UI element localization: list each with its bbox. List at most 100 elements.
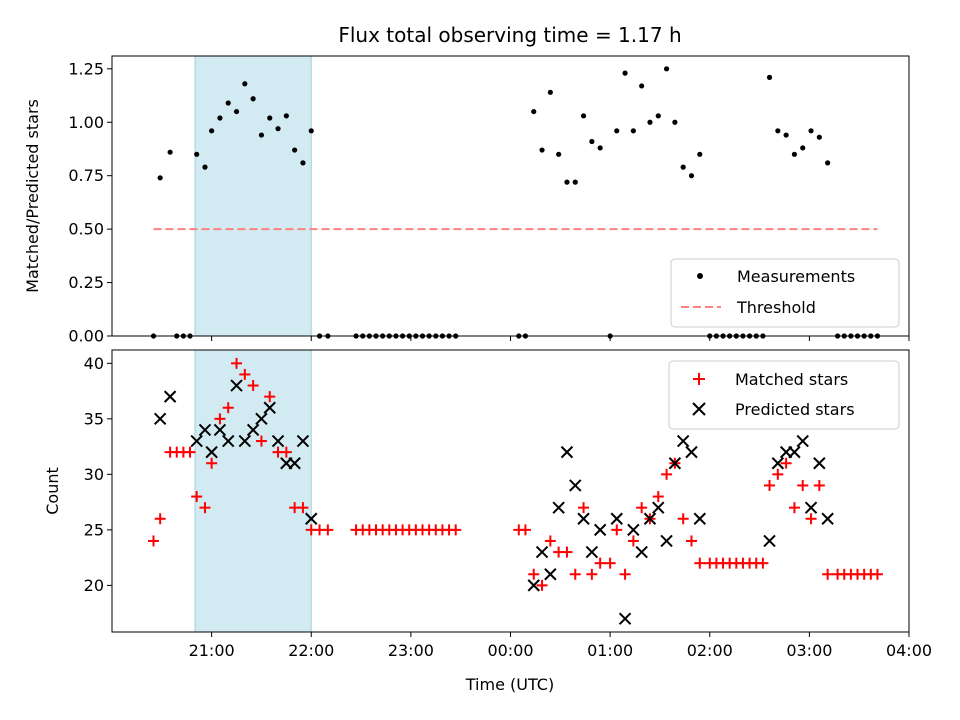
predicted-point xyxy=(205,445,218,459)
predicted-point xyxy=(676,434,690,448)
y-tick-label: 20 xyxy=(84,576,104,595)
matched-point xyxy=(214,413,226,425)
predicted-point xyxy=(190,434,203,448)
measurement-point xyxy=(531,108,537,115)
measurement-point xyxy=(167,149,173,155)
measurement-point xyxy=(225,100,231,106)
measurement-point xyxy=(825,160,831,166)
y-tick-label: 0.50 xyxy=(68,220,104,239)
matched-point xyxy=(797,479,809,491)
measurement-point xyxy=(242,81,248,87)
ratio-panel: 0.00 0.25 0.50 0.75 1.00 1.25 Flux total obse… xyxy=(23,23,910,346)
measurement-point xyxy=(622,70,628,76)
matched-point xyxy=(764,479,776,491)
y-tick-label: 25 xyxy=(84,520,104,539)
matched-point xyxy=(677,513,689,525)
y-tick-label: 1.25 xyxy=(68,59,104,78)
measurement-point xyxy=(816,134,822,140)
predicted-point xyxy=(230,379,243,392)
bottom-y-axis-label: Count xyxy=(43,467,62,515)
predicted-point xyxy=(593,523,607,537)
matched-point xyxy=(619,568,631,580)
measurement-point xyxy=(292,147,298,153)
x-tick-label: 00:00 xyxy=(487,641,533,660)
predicted-point xyxy=(263,401,276,414)
measurement-point xyxy=(800,145,806,151)
measurement-point xyxy=(688,173,695,179)
measurement-point xyxy=(556,151,562,157)
predicted-point xyxy=(163,390,177,403)
predicted-point xyxy=(552,501,565,514)
matched-point xyxy=(822,568,834,580)
measurement-point xyxy=(194,151,200,157)
measurement-point xyxy=(258,132,265,138)
top-legend-box xyxy=(670,258,900,328)
y-tick-label: 1.00 xyxy=(68,113,104,132)
y-tick-label: 0.75 xyxy=(68,166,104,185)
matched-point xyxy=(544,535,556,547)
measurement-point xyxy=(233,108,240,115)
matched-point xyxy=(578,502,590,514)
predicted-point xyxy=(813,457,826,470)
matched-point xyxy=(569,568,581,580)
matched-point xyxy=(780,457,792,469)
measurement-point xyxy=(275,126,281,132)
y-tick-label: 30 xyxy=(84,465,104,484)
matched-point xyxy=(685,535,697,547)
measurement-point xyxy=(547,89,553,95)
legend-matched: Matched stars xyxy=(735,370,848,389)
predicted-point xyxy=(685,445,698,459)
bottom-legend-box xyxy=(668,360,900,430)
predicted-point xyxy=(763,534,776,548)
matched-point xyxy=(611,524,623,536)
matched-point xyxy=(694,557,706,569)
measurement-point xyxy=(791,151,798,157)
predicted-point xyxy=(771,457,785,470)
predicted-point xyxy=(610,512,623,525)
top-x-ticks xyxy=(211,336,910,341)
measurement-point xyxy=(209,128,215,134)
matched-point xyxy=(297,502,309,514)
predicted-point xyxy=(693,512,706,525)
x-tick-label: 23:00 xyxy=(388,641,434,660)
matched-points xyxy=(148,357,883,591)
predicted-point xyxy=(198,423,212,437)
matched-point xyxy=(206,457,218,469)
measurement-point xyxy=(808,128,814,134)
predicted-point xyxy=(618,612,632,625)
y-tick-label: 0.25 xyxy=(68,273,104,292)
matched-point xyxy=(652,491,664,503)
legend-measurements: Measurements xyxy=(737,267,855,286)
measurement-points xyxy=(150,66,881,339)
predicted-point xyxy=(821,512,834,525)
y-tick-label: 35 xyxy=(84,409,104,428)
predicted-point xyxy=(635,545,648,559)
matched-point xyxy=(148,535,160,547)
predicted-point xyxy=(804,501,818,514)
matched-point xyxy=(627,535,639,547)
matched-point xyxy=(772,468,784,480)
predicted-point xyxy=(652,501,665,514)
matched-point xyxy=(231,357,243,369)
measurement-point xyxy=(267,115,273,121)
top-legend: Measurements Threshold xyxy=(670,258,900,328)
y-tick-label: 0.00 xyxy=(68,327,104,346)
predicted-point xyxy=(668,457,682,470)
predicted-point xyxy=(271,434,285,448)
matched-point xyxy=(757,557,769,569)
legend-predicted-marker xyxy=(692,402,706,416)
measurement-point xyxy=(647,119,653,125)
top-y-ticks: 0.00 0.25 0.50 0.75 1.00 1.25 xyxy=(68,59,112,346)
measurement-point xyxy=(308,128,314,134)
measurement-point xyxy=(630,128,636,134)
measurement-point xyxy=(539,147,545,153)
predicted-point xyxy=(153,412,167,426)
x-tick-label: 02:00 xyxy=(687,641,733,660)
predicted-point xyxy=(585,545,599,559)
bottom-x-ticks: 21:00 22:00 23:00 00:00 01:00 02:00 03:00 04:00 xyxy=(189,632,932,660)
matched-point xyxy=(280,446,292,458)
measurement-point xyxy=(775,128,781,134)
bottom-y-ticks: 20 25 30 35 40 xyxy=(84,354,112,595)
matched-point xyxy=(636,502,648,514)
y-tick-label: 40 xyxy=(84,354,104,373)
